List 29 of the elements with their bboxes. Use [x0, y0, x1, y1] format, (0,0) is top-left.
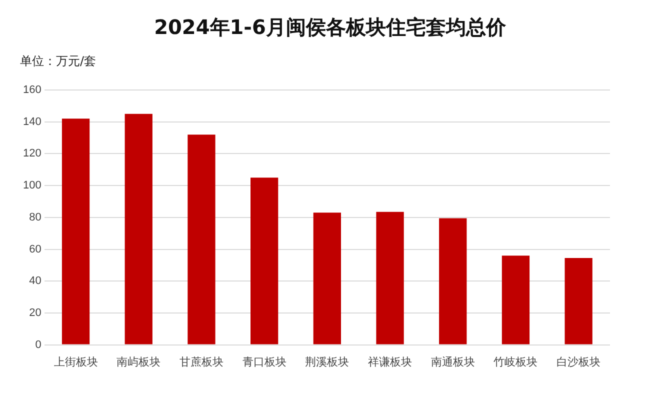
bar [188, 134, 216, 344]
x-tick-label: 祥谦板块 [368, 355, 412, 368]
y-axis-title: 单位：万元/套 [20, 53, 96, 70]
y-tick-label: 140 [22, 116, 42, 128]
y-tick-label: 80 [29, 211, 42, 224]
x-tick-label: 青口板块 [242, 355, 286, 368]
bar [502, 256, 530, 344]
x-tick-label: 白沙板块 [556, 355, 601, 368]
x-tick-label: 甘蔗板块 [179, 355, 224, 368]
y-tick-label: 20 [29, 306, 42, 319]
bar [564, 258, 592, 344]
y-tick-label: 160 [22, 84, 42, 96]
y-tick-label: 100 [22, 180, 42, 192]
y-tick-label: 60 [29, 243, 42, 256]
bar [250, 178, 278, 344]
y-tick-label: 120 [22, 148, 42, 160]
chart-title: 2024年1-6月闽侯各板块住宅套均总价 [153, 14, 507, 41]
bar [313, 212, 342, 344]
x-tick-label: 南屿板块 [116, 355, 161, 368]
bar [439, 218, 467, 344]
bar [62, 118, 90, 344]
bar [376, 212, 404, 344]
y-tick-label: 0 [35, 338, 42, 351]
y-tick-label: 40 [29, 275, 42, 288]
x-tick-label: 竹岐板块 [494, 355, 538, 368]
x-tick-label: 荆溪板块 [305, 355, 350, 368]
bar [124, 114, 152, 344]
x-tick-label: 上街板块 [54, 355, 98, 368]
x-tick-label: 南通板块 [430, 355, 475, 368]
